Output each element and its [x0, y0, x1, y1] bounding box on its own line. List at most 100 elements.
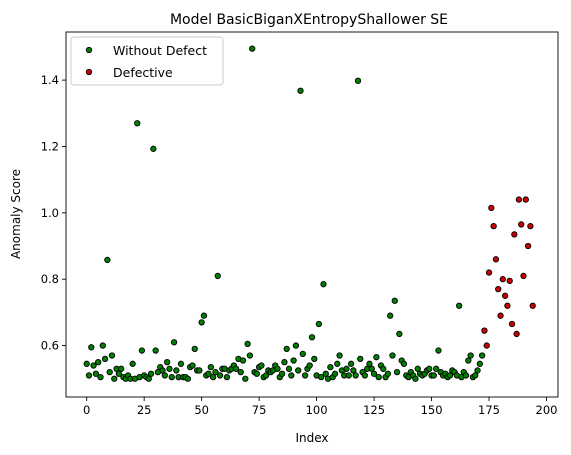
point-without-defect — [237, 368, 244, 376]
point-defective — [511, 231, 518, 238]
point-without-defect — [299, 350, 306, 358]
point-defective — [501, 292, 509, 299]
point-defective — [495, 286, 502, 293]
point-without-defect — [161, 372, 169, 379]
x-tick-label: 150 — [421, 403, 443, 417]
point-without-defect — [301, 372, 309, 379]
legend-marker-without-defect — [85, 46, 93, 54]
y-tick-label: 1.4 — [41, 73, 59, 87]
point-without-defect — [290, 357, 297, 364]
chart-title: Model BasicBiganXEntropyShallower SE — [170, 12, 448, 28]
point-defective — [490, 222, 497, 230]
x-tick-label: 75 — [252, 403, 267, 417]
x-tick-label: 200 — [536, 403, 558, 417]
point-defective — [508, 320, 516, 328]
point-without-defect — [361, 372, 369, 379]
point-without-defect — [414, 365, 421, 372]
point-without-defect — [308, 334, 316, 341]
y-tick-label: 0.8 — [41, 272, 59, 286]
point-without-defect — [472, 372, 479, 379]
point-without-defect — [147, 370, 155, 377]
point-without-defect — [352, 372, 359, 379]
point-without-defect — [400, 360, 408, 367]
point-without-defect — [295, 367, 302, 374]
point-without-defect — [184, 375, 192, 382]
point-without-defect — [129, 360, 136, 367]
point-defective — [524, 242, 532, 250]
point-without-defect — [111, 375, 118, 382]
point-without-defect — [168, 373, 175, 381]
point-without-defect — [212, 368, 219, 376]
x-axis-label: Index — [295, 431, 328, 445]
point-without-defect — [95, 359, 102, 366]
point-without-defect — [357, 355, 364, 362]
point-without-defect — [274, 365, 281, 372]
point-defective — [518, 221, 525, 228]
y-tick-label: 0.6 — [41, 339, 59, 353]
point-without-defect — [285, 365, 293, 372]
point-without-defect — [393, 368, 401, 376]
point-without-defect — [191, 345, 198, 353]
point-defective — [485, 269, 493, 276]
point-defective — [506, 277, 513, 285]
point-without-defect — [318, 373, 325, 381]
legend-box — [70, 36, 224, 86]
point-without-defect — [246, 352, 254, 359]
point-defective — [527, 222, 534, 230]
point-without-defect — [283, 345, 290, 353]
point-without-defect — [205, 370, 212, 377]
point-without-defect — [173, 367, 180, 374]
point-without-defect — [244, 340, 251, 348]
point-without-defect — [239, 357, 247, 364]
point-without-defect — [262, 372, 270, 379]
point-without-defect — [465, 357, 472, 364]
point-without-defect — [278, 370, 286, 377]
point-without-defect — [336, 352, 343, 359]
point-without-defect — [350, 367, 357, 374]
point-defective — [497, 312, 504, 319]
point-without-defect — [446, 372, 454, 379]
y-axis-label: Anomaly Score — [9, 169, 23, 259]
point-without-defect — [164, 359, 171, 366]
point-without-defect — [101, 355, 109, 362]
point-defective — [515, 196, 523, 203]
point-without-defect — [177, 360, 185, 367]
point-without-defect — [189, 362, 196, 369]
point-without-defect — [322, 370, 329, 377]
plot-area-frame — [65, 31, 559, 398]
y-tick-label: 1.0 — [41, 206, 59, 220]
data-points — [83, 45, 536, 382]
point-without-defect — [166, 365, 173, 372]
point-without-defect — [200, 312, 208, 319]
point-defective — [513, 330, 520, 338]
point-without-defect — [216, 372, 224, 379]
point-without-defect — [478, 352, 486, 359]
point-without-defect — [207, 363, 214, 371]
point-defective — [504, 302, 511, 309]
point-without-defect — [88, 344, 95, 351]
point-without-defect — [455, 302, 463, 309]
point-without-defect — [474, 367, 481, 374]
point-without-defect — [209, 373, 217, 381]
point-without-defect — [288, 372, 295, 379]
point-without-defect — [196, 367, 203, 374]
x-tick-label: 50 — [194, 403, 209, 417]
point-without-defect — [97, 373, 104, 381]
point-without-defect — [292, 342, 300, 349]
point-without-defect — [387, 312, 394, 319]
point-without-defect — [90, 362, 97, 369]
point-without-defect — [134, 120, 141, 127]
point-defective — [483, 342, 490, 349]
point-without-defect — [106, 368, 113, 376]
point-without-defect — [306, 362, 313, 369]
point-without-defect — [311, 355, 318, 362]
point-without-defect — [281, 359, 288, 366]
point-without-defect — [232, 365, 240, 372]
point-without-defect — [396, 330, 403, 338]
point-without-defect — [412, 375, 419, 382]
point-without-defect — [83, 360, 90, 367]
point-without-defect — [152, 347, 159, 354]
x-tick-label: 0 — [83, 403, 90, 417]
point-without-defect — [380, 365, 387, 372]
